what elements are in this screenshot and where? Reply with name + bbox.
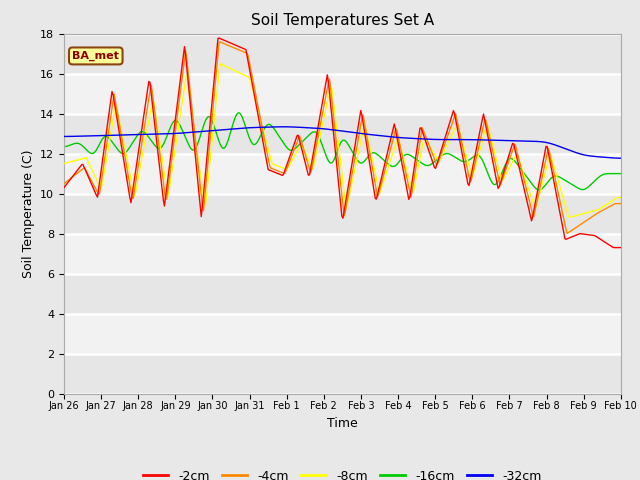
Bar bbox=[64, 274, 621, 313]
Title: Soil Temperatures Set A: Soil Temperatures Set A bbox=[251, 13, 434, 28]
Bar bbox=[64, 34, 621, 73]
Bar bbox=[64, 193, 621, 234]
Bar bbox=[64, 114, 621, 154]
Y-axis label: Soil Temperature (C): Soil Temperature (C) bbox=[22, 149, 35, 278]
Bar bbox=[64, 354, 621, 394]
X-axis label: Time: Time bbox=[327, 417, 358, 430]
Legend: -2cm, -4cm, -8cm, -16cm, -32cm: -2cm, -4cm, -8cm, -16cm, -32cm bbox=[138, 465, 547, 480]
Text: BA_met: BA_met bbox=[72, 51, 119, 61]
